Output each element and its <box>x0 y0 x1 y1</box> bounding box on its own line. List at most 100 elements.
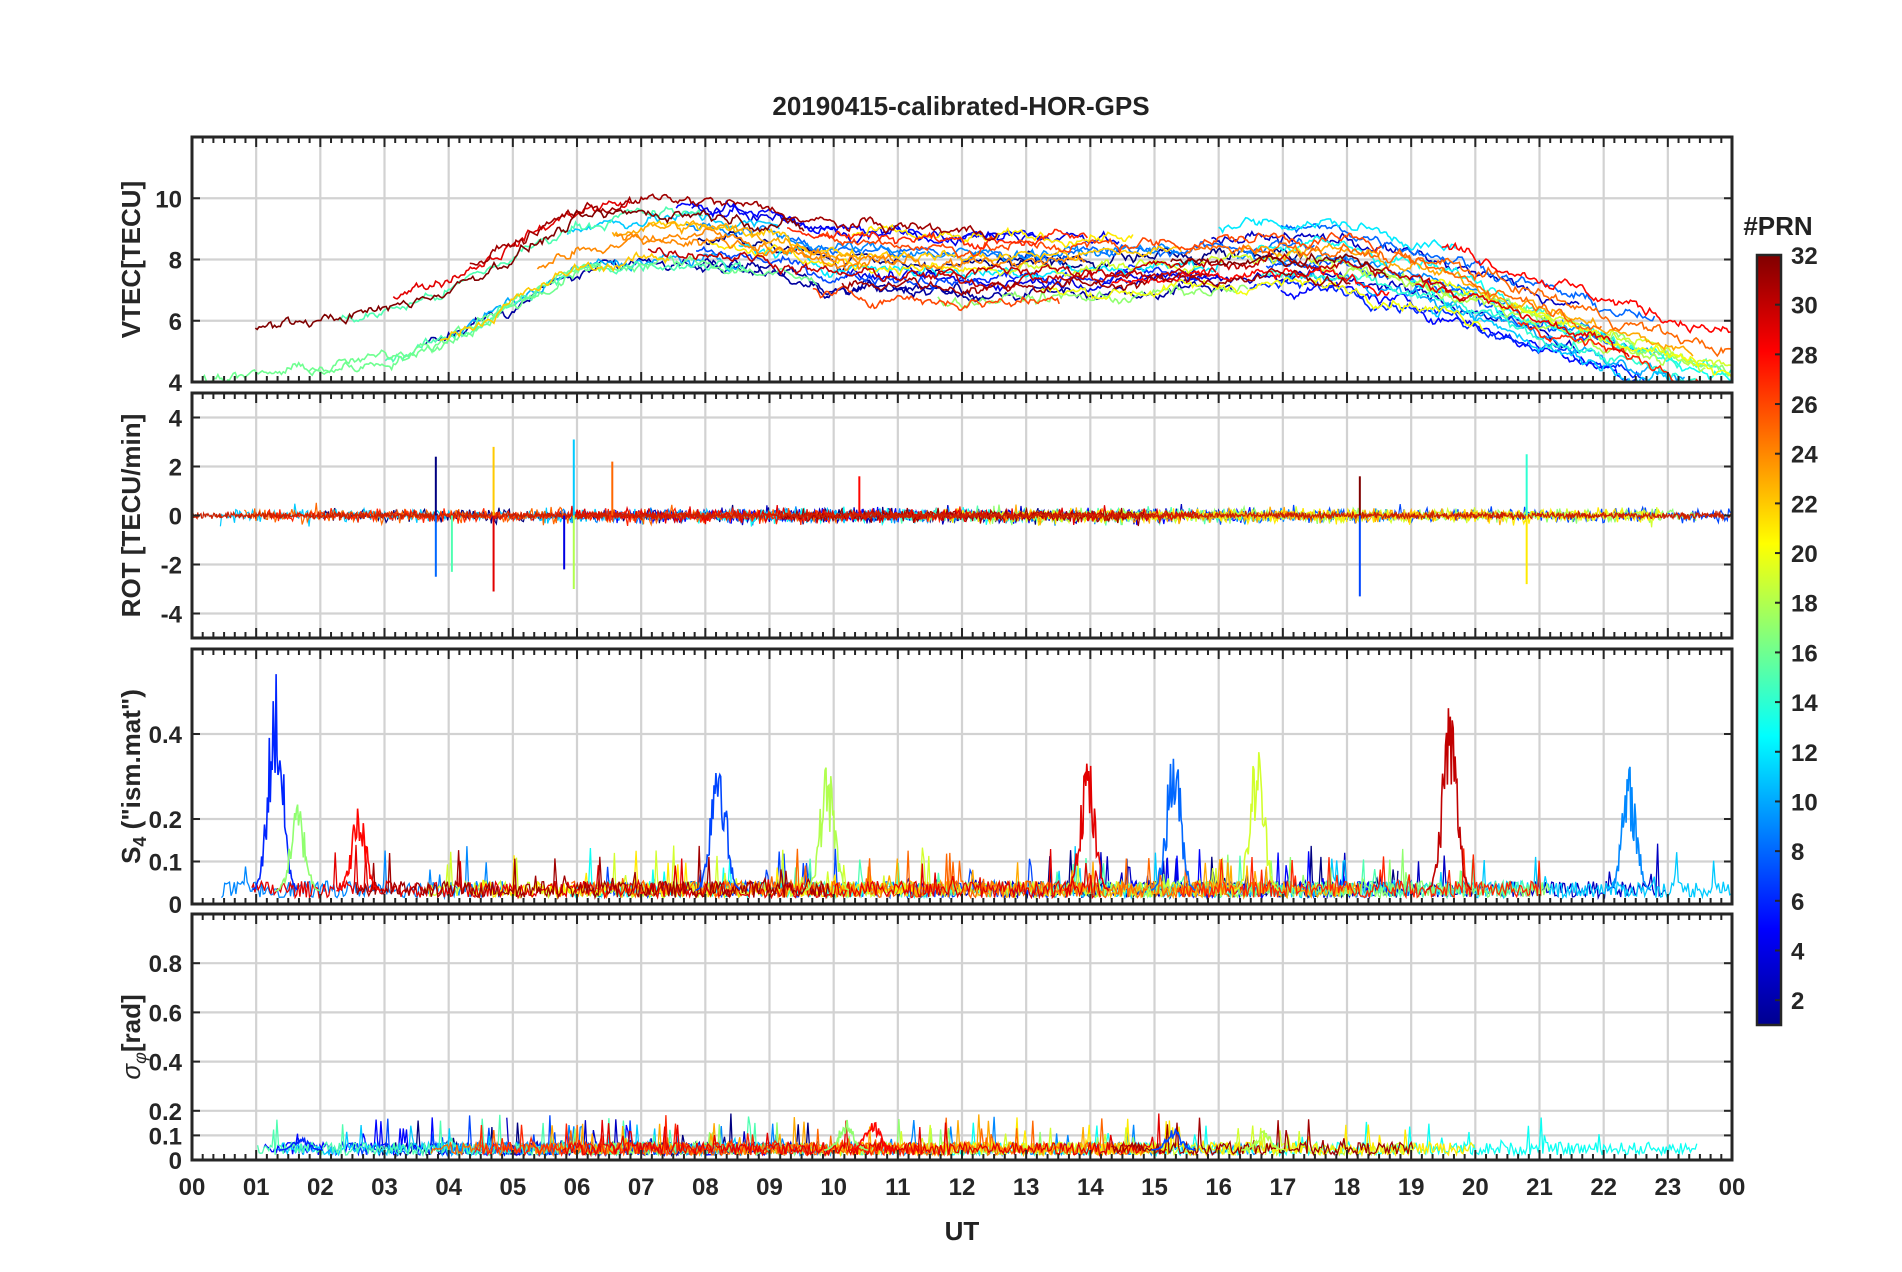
sigma_phi-track-prn29 <box>561 1113 1167 1158</box>
colorbar-tick-label: 18 <box>1791 591 1818 618</box>
x-tick-label: 09 <box>756 1174 783 1201</box>
sigma_phi-track-prn27 <box>474 1115 925 1158</box>
y-axis-label-s4: S4 ("ism.mat") <box>116 689 150 864</box>
y-tick-label: 0 <box>169 1148 182 1175</box>
vtec-track-prn17 <box>937 284 1249 309</box>
y-tick-label: 0 <box>169 504 182 531</box>
colorbar-tick-label: 20 <box>1791 541 1818 568</box>
x-tick-label: 02 <box>307 1174 334 1201</box>
s4-peak <box>1606 766 1652 892</box>
colorbar-tick-label: 8 <box>1791 839 1804 866</box>
vtec-track-prn16 <box>201 261 602 382</box>
colorbar-title: #PRN <box>1743 211 1812 241</box>
panel-s4: 0 0.1 0.2 0.4S4 ("ism.mat") <box>116 647 1734 919</box>
vtec-track-prn18 <box>1331 266 1706 372</box>
vtec-track-prn6 <box>966 264 1202 286</box>
s4-track-prn29 <box>251 844 1102 900</box>
vtec-track-prn28 <box>1441 241 1731 334</box>
y-tick-label: 4 <box>169 370 183 397</box>
panel-minor-ticks <box>191 649 1733 904</box>
x-tick-label: 21 <box>1526 1174 1553 1201</box>
colorbar-tick-label: 4 <box>1791 938 1805 965</box>
vtec-track-prn24 <box>536 233 898 272</box>
x-tick-label: 15 <box>1141 1174 1168 1201</box>
vtec-track-prn32 <box>254 209 805 331</box>
colorbar-tick-label: 24 <box>1791 442 1818 469</box>
s4-peak <box>695 772 741 892</box>
colorbar-tick-label: 2 <box>1791 988 1804 1015</box>
colorbar-tick-label: 10 <box>1791 789 1818 816</box>
s4-peak <box>252 674 298 891</box>
rot-track-prn31 <box>779 506 1152 527</box>
x-tick-label: 12 <box>949 1174 976 1201</box>
x-axis: 00 01 02 03 04 05 06 07 08 09 10 11 12 13 14 15 16 17 18 19… <box>179 1174 1746 1201</box>
x-tick-label: 14 <box>1077 1174 1104 1201</box>
vtec-track-prn3 <box>1211 230 1580 306</box>
y-tick-label: 0.4 <box>149 722 183 749</box>
y-axis-label-rot: ROT [TECU/min] <box>116 414 146 618</box>
x-tick-label: 16 <box>1205 1174 1232 1201</box>
vtec-track-prn27 <box>786 227 1089 250</box>
vtec-track-prn12 <box>738 243 1225 280</box>
x-tick-label: 01 <box>243 1174 270 1201</box>
panel-data <box>192 439 1732 597</box>
x-tick-label: 06 <box>564 1174 591 1201</box>
colorbar-tick-label: 12 <box>1791 740 1818 767</box>
x-tick-label: 08 <box>692 1174 719 1201</box>
y-tick-label: -4 <box>161 602 183 629</box>
rot-track-base <box>192 509 1732 522</box>
vtec-track-prn20 <box>1038 276 1486 333</box>
s4-peak <box>804 767 850 892</box>
vtec-track-prn31 <box>469 193 999 266</box>
x-tick-label: 17 <box>1269 1174 1296 1201</box>
panel-vtec: 4 6 8 10 VTEC[TECU] <box>116 135 1734 397</box>
x-tick-label: 03 <box>371 1174 398 1201</box>
sigma_phi-peak <box>824 1119 869 1151</box>
vtec-track-prn15 <box>338 205 704 323</box>
s4-peak <box>1064 763 1110 892</box>
panel-minor-ticks <box>191 137 1733 382</box>
panel-data <box>220 674 1732 901</box>
y-axis-label-sigma_phi: σφ[rad] <box>116 994 150 1079</box>
x-tick-label: 18 <box>1334 1174 1361 1201</box>
x-tick-label: 19 <box>1398 1174 1425 1201</box>
vtec-track-prn6 <box>1249 279 1647 382</box>
colorbar-tick-label: 32 <box>1791 243 1818 270</box>
vtec-track-prn16 <box>308 254 818 375</box>
y-tick-label: 8 <box>169 248 182 275</box>
colorbar-tick-label: 28 <box>1791 342 1818 369</box>
colorbar-tick-label: 14 <box>1791 690 1818 717</box>
x-tick-label: 00 <box>179 1174 206 1201</box>
colorbar-tick-label: 16 <box>1791 640 1818 667</box>
s4-peak <box>1234 752 1280 891</box>
y-tick-label: 0.2 <box>149 1099 182 1126</box>
vtec-track-prn26 <box>818 230 1382 259</box>
sigma_phi-peak <box>1241 1129 1286 1151</box>
panel-grid <box>190 393 1734 638</box>
vtec-track-prn31 <box>841 267 1351 297</box>
y-axis-label-vtec: VTEC[TECU] <box>116 181 146 338</box>
s4-peak <box>1150 758 1196 892</box>
x-tick-label: 10 <box>820 1174 847 1201</box>
colorbar-tick-label: 22 <box>1791 491 1818 518</box>
colorbar-tick-label: 30 <box>1791 293 1818 320</box>
vtec-track-prn12 <box>1218 216 1457 252</box>
vtec-track-prn7 <box>695 245 980 292</box>
panel-minor-ticks <box>191 393 1733 638</box>
colorbar-tick-label: 26 <box>1791 392 1818 419</box>
y-tick-label: 10 <box>155 186 182 213</box>
vtec-track-prn23 <box>1240 242 1694 357</box>
vtec-track-prn25 <box>1393 251 1731 358</box>
vtec-track-prn32 <box>1170 252 1389 278</box>
x-tick-label: 05 <box>499 1174 526 1201</box>
x-tick-label: 20 <box>1462 1174 1489 1201</box>
y-tick-label: 2 <box>169 455 182 482</box>
s4-peak <box>1426 708 1473 891</box>
y-tick-label: 6 <box>169 309 182 336</box>
x-tick-label: 00 <box>1719 1174 1746 1201</box>
x-tick-label: 13 <box>1013 1174 1040 1201</box>
x-tick-label: 11 <box>885 1174 910 1201</box>
panel-minor-ticks <box>191 914 1733 1160</box>
